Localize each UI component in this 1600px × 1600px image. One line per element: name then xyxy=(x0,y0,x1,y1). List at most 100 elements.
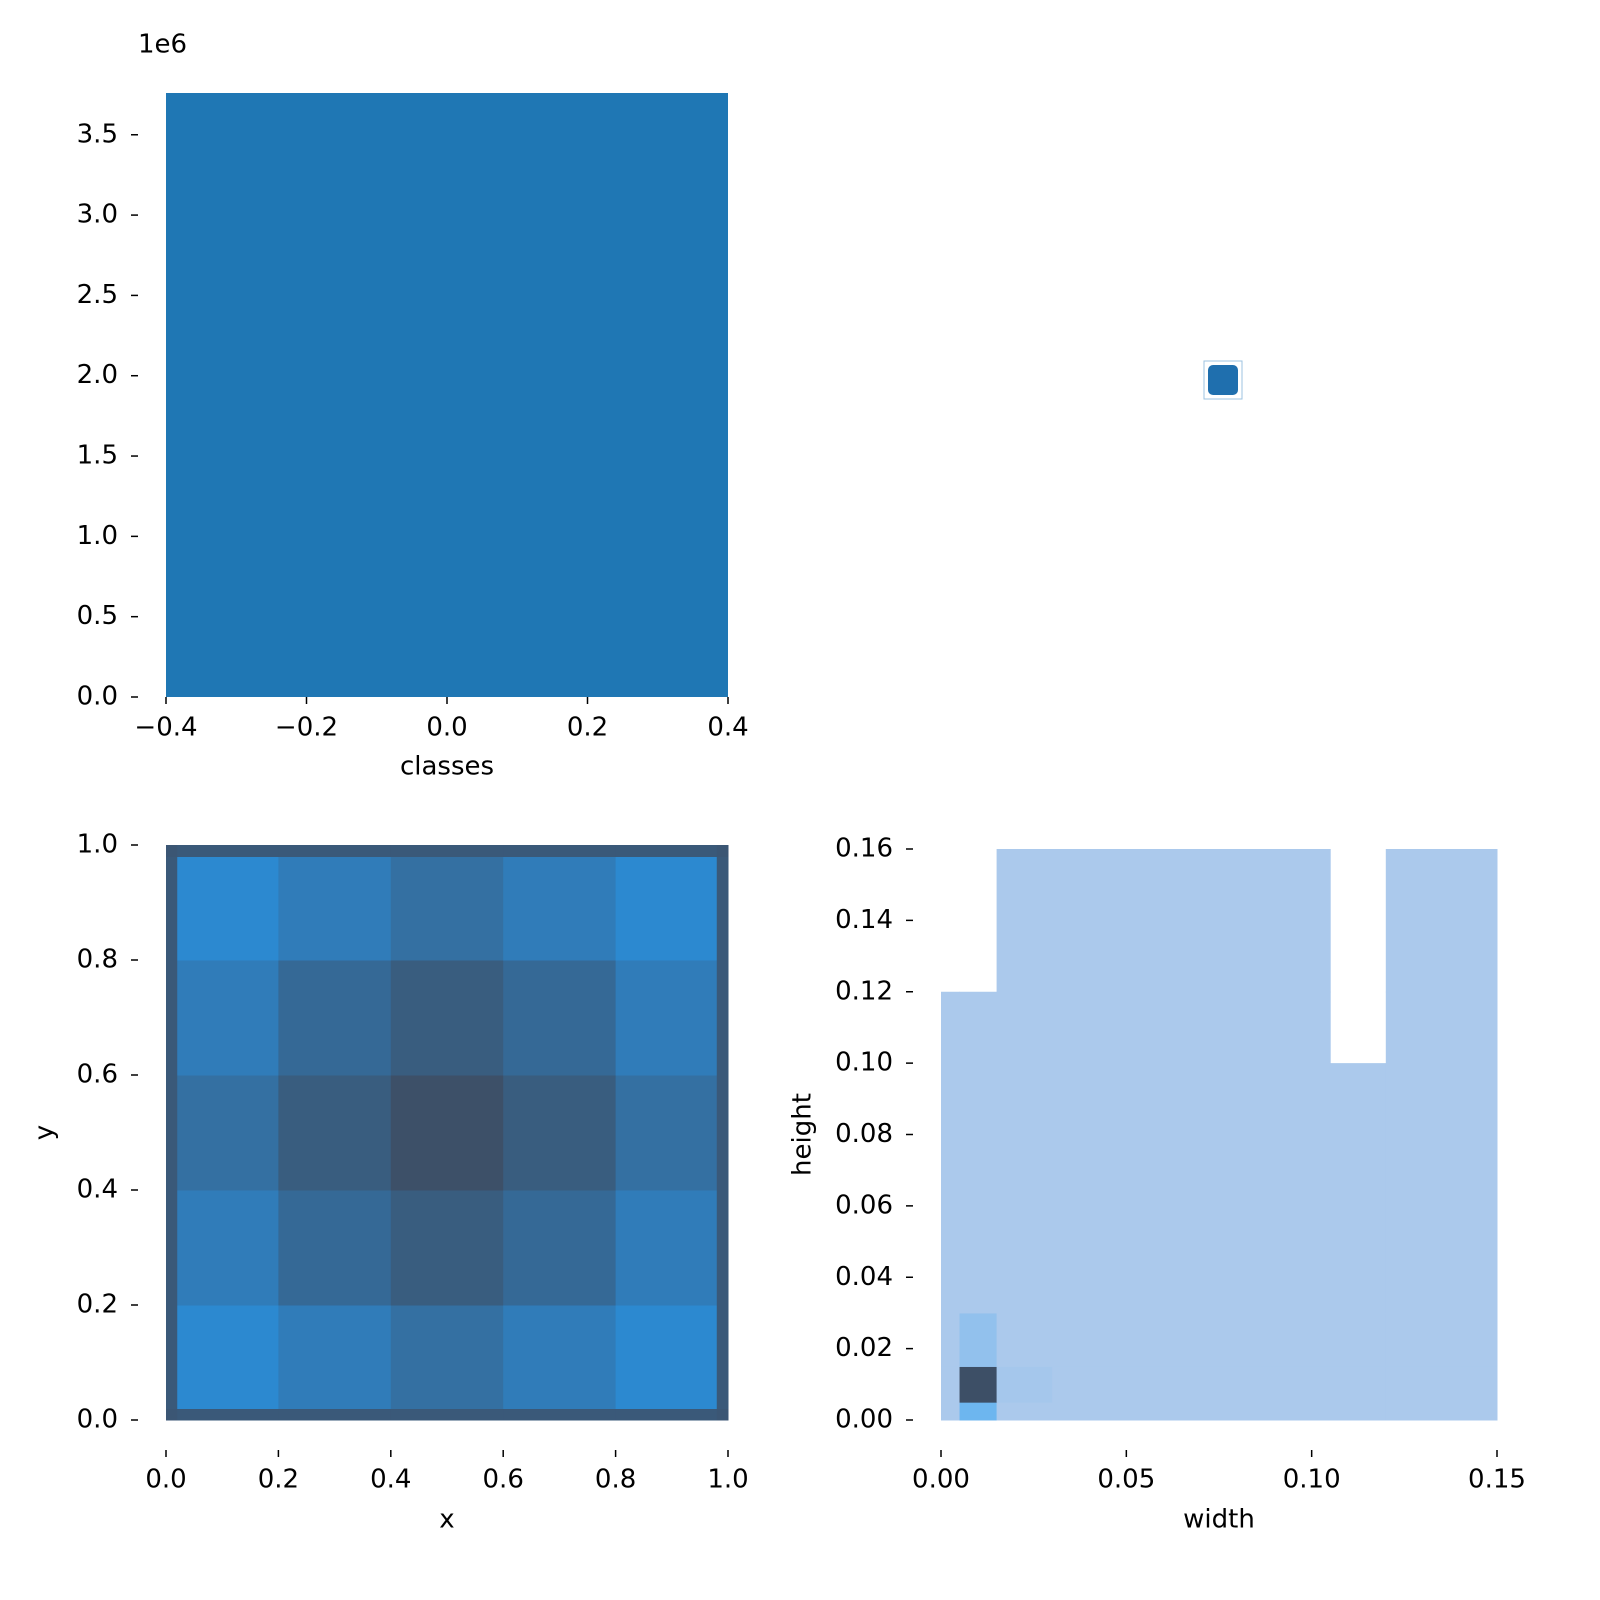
heat-cell xyxy=(1385,849,1498,993)
heat-cell xyxy=(1330,1366,1387,1403)
heat-cell xyxy=(166,1075,178,1191)
y-tick-label: 2.5 xyxy=(77,280,118,310)
y-tick-label: 0.10 xyxy=(835,1048,893,1078)
heat-cell xyxy=(941,1366,961,1403)
x-axis-label: classes xyxy=(400,752,494,782)
x-tick-label: 0.10 xyxy=(1283,1465,1341,1495)
heat-cell xyxy=(1052,1402,1331,1421)
heat-cell xyxy=(615,856,718,961)
box-fill xyxy=(1208,365,1238,395)
heat-cell xyxy=(390,1075,504,1191)
x-tick-label: 0.2 xyxy=(567,713,608,743)
heat-cell xyxy=(716,1190,729,1306)
y-tick-label: 0.02 xyxy=(835,1333,893,1363)
heat-cell xyxy=(1330,1402,1387,1421)
y-tick-label: 1.5 xyxy=(77,441,118,471)
x-tick-label: −0.4 xyxy=(134,713,197,743)
y-tick-label: 1.0 xyxy=(77,830,118,860)
x-tick-label: 0.8 xyxy=(595,1465,636,1495)
x-tick-label: 0.0 xyxy=(426,713,467,743)
y-tick-label: 0.4 xyxy=(77,1175,118,1205)
heat-cell xyxy=(503,845,617,857)
heat-cell xyxy=(959,991,998,1064)
boxes-preview xyxy=(1203,360,1243,400)
heat-cell xyxy=(177,960,279,1076)
heat-cell xyxy=(996,991,1053,1064)
heat-cell xyxy=(1052,849,1331,993)
heat-cell xyxy=(1052,1366,1331,1403)
heat-cell xyxy=(166,845,178,857)
x-tick-label: 0.05 xyxy=(1097,1465,1155,1495)
heat-cell xyxy=(1385,991,1498,1064)
heat-cell xyxy=(615,960,718,1076)
heat-cell xyxy=(177,1075,279,1191)
heat-cell xyxy=(716,856,729,961)
heat-cell xyxy=(996,1312,1053,1367)
heat-cell xyxy=(959,1312,998,1367)
heat-cell xyxy=(959,1402,998,1421)
heat-cell xyxy=(996,1063,1053,1314)
heat-cell xyxy=(166,960,178,1076)
bar xyxy=(166,93,728,697)
axis-offset: 1e6 xyxy=(138,30,187,60)
heat-cell xyxy=(996,1402,1053,1421)
y-tick-label: 0.8 xyxy=(77,945,118,975)
x-tick-label: 0.00 xyxy=(912,1465,970,1495)
y-tick-label: 2.0 xyxy=(77,360,118,390)
x-tick-label: 0.4 xyxy=(370,1465,411,1495)
heat-cell xyxy=(278,856,392,961)
box-outline xyxy=(1203,360,1243,400)
heat-cell xyxy=(1052,1312,1331,1367)
heat-cell xyxy=(716,1075,729,1191)
y-tick-label: 1.0 xyxy=(77,521,118,551)
heat-cell xyxy=(166,1305,178,1409)
x-tick-label: −0.2 xyxy=(275,713,338,743)
heat-cell xyxy=(1385,1063,1498,1314)
heat-cell xyxy=(390,1408,504,1421)
x-tick-label: 0.0 xyxy=(145,1465,186,1495)
heat-cell xyxy=(177,845,279,857)
x-tick-label: 0.6 xyxy=(483,1465,524,1495)
heat-cell xyxy=(1330,1312,1387,1367)
y-tick-label: 0.6 xyxy=(77,1060,118,1090)
heat-cell xyxy=(959,1063,998,1314)
x-tick-label: 0.2 xyxy=(258,1465,299,1495)
heat-cell xyxy=(390,960,504,1076)
x-axis-label: x xyxy=(439,1505,454,1535)
y-tick-label: 0.2 xyxy=(77,1290,118,1320)
heat-cell xyxy=(716,960,729,1076)
heat-cell xyxy=(1385,1366,1498,1403)
heat-cell xyxy=(716,1305,729,1409)
heat-cell xyxy=(1385,1312,1498,1367)
heat-cell xyxy=(716,845,729,857)
y-tick-label: 0.5 xyxy=(77,601,118,631)
heat-cell xyxy=(615,1305,718,1409)
heat-cell xyxy=(941,1402,961,1421)
y-tick-label: 0.00 xyxy=(835,1405,893,1435)
heat-cell xyxy=(615,1075,718,1191)
y-tick-label: 0.14 xyxy=(835,905,893,935)
heat-cell xyxy=(177,856,279,961)
heat-cell xyxy=(716,1408,729,1421)
heat-cell xyxy=(1052,1063,1331,1314)
heat-cell xyxy=(615,1408,718,1421)
heat-cell xyxy=(1052,991,1331,1064)
x-tick-label: 1.0 xyxy=(707,1465,748,1495)
heat-cell xyxy=(1330,1063,1387,1314)
y-tick-label: 0.16 xyxy=(835,834,893,864)
heat-cell xyxy=(278,1190,392,1306)
y-tick-label: 3.0 xyxy=(77,200,118,230)
y-tick-label: 0.12 xyxy=(835,976,893,1006)
y-axis-label: y xyxy=(30,1125,60,1140)
heat-cell xyxy=(278,1305,392,1409)
heat-cell xyxy=(390,856,504,961)
y-tick-label: 0.06 xyxy=(835,1190,893,1220)
heat-cell xyxy=(278,960,392,1076)
heat-cell xyxy=(166,1190,178,1306)
heat-cell xyxy=(177,1305,279,1409)
y-axis-label: height xyxy=(788,1093,818,1176)
x-axis-label: width xyxy=(1183,1505,1255,1535)
heat-cell xyxy=(278,845,392,857)
y-tick-label: 0.04 xyxy=(835,1262,893,1292)
